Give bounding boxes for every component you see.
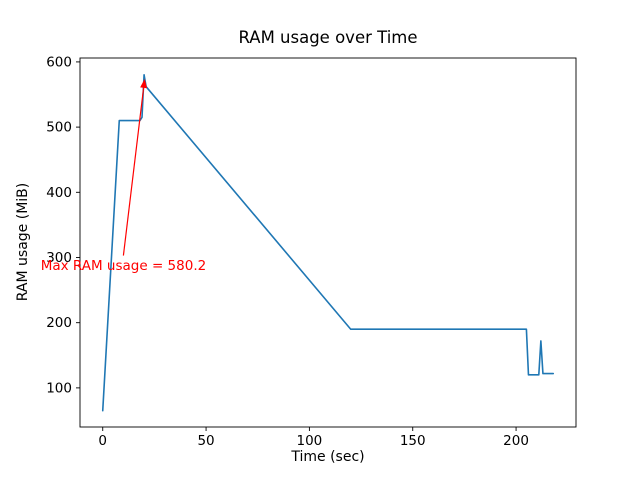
y-tick-label: 100 <box>46 380 72 396</box>
x-tick-label: 50 <box>197 433 214 449</box>
y-tick-label: 400 <box>46 185 72 201</box>
annotation-text: Max RAM usage = 580.2 <box>41 258 207 274</box>
x-tick-label: 0 <box>98 433 107 449</box>
plot-area: 0 50 100 150 200 100 200 300 400 500 600 <box>46 54 577 449</box>
x-tick-label: 150 <box>400 433 426 449</box>
annotation-arrowhead <box>140 78 148 89</box>
y-axis-label: RAM usage (MiB) <box>15 183 31 301</box>
y-tick-label: 600 <box>46 54 72 70</box>
ram-usage-line <box>101 74 555 412</box>
chart-title: RAM usage over Time <box>238 28 417 47</box>
x-tick-label: 200 <box>503 433 529 449</box>
y-tick-label: 300 <box>46 250 72 266</box>
plot-border <box>79 57 577 428</box>
y-tick-label: 200 <box>46 315 72 331</box>
x-axis-label: Time (sec) <box>290 449 364 465</box>
x-tick-label: 100 <box>297 433 323 449</box>
y-tick-label: 500 <box>46 120 72 136</box>
annotation-arrow-line <box>122 87 145 256</box>
